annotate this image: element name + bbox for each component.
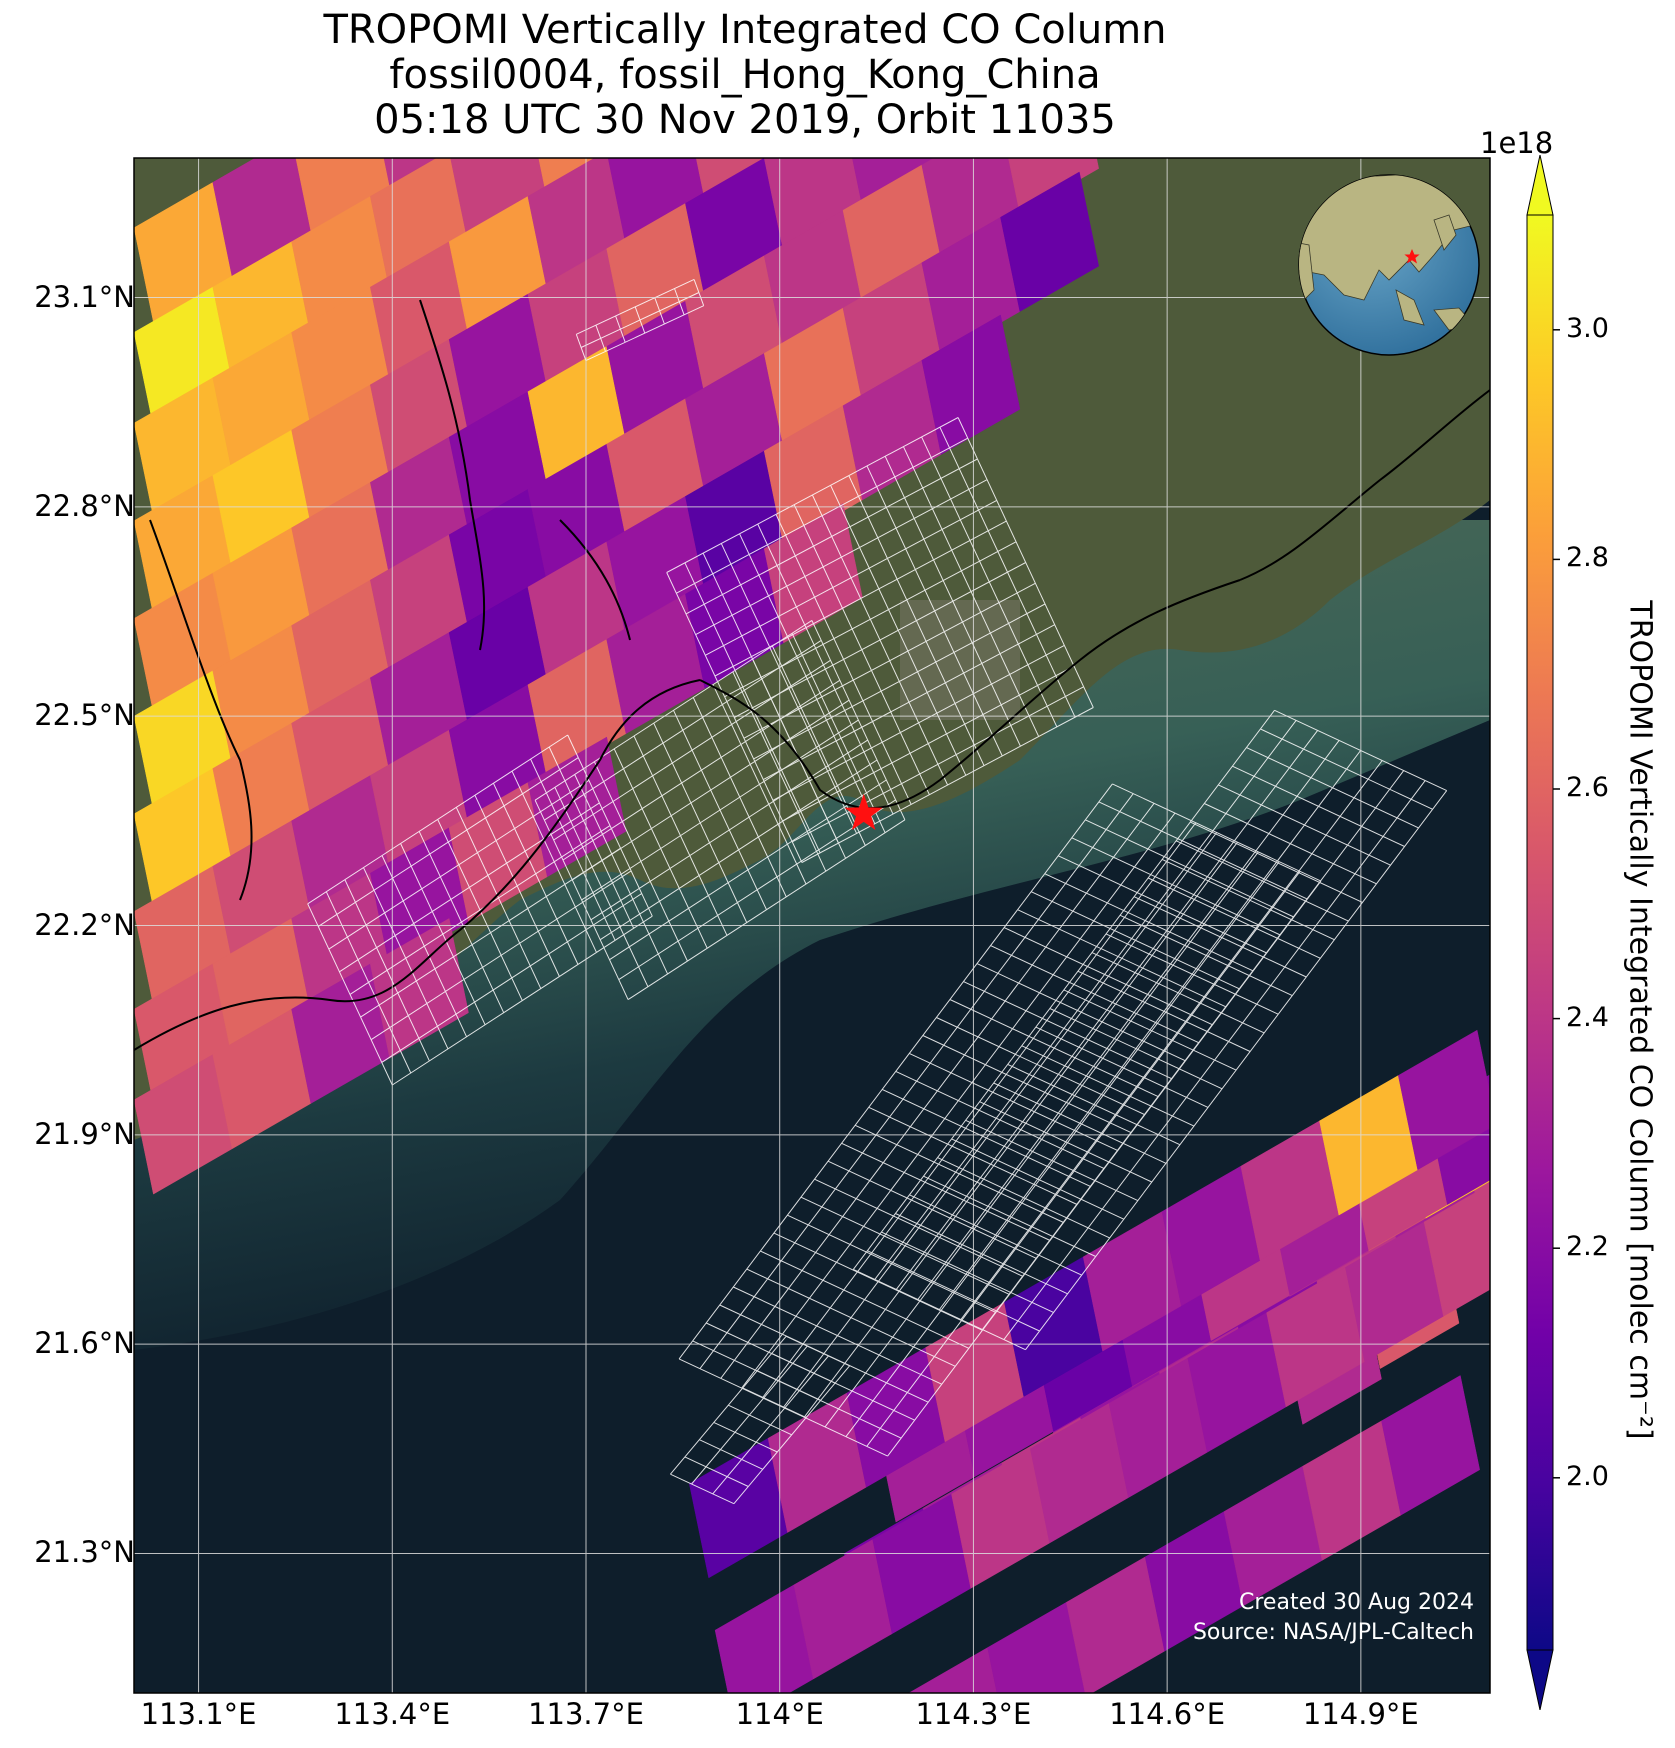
coastline [1239, 389, 1490, 581]
footprint-swath [670, 1335, 850, 1505]
co-pixel [940, 158, 948, 162]
footprint-swath [852, 709, 1448, 1351]
coastline [149, 519, 253, 901]
colorbar-gradient [1526, 214, 1554, 1651]
latitude-tick-label: 21.6°N [34, 1326, 135, 1361]
co-pixel [921, 314, 1021, 455]
co-pixel [685, 0, 783, 5]
co-pixel [1000, 171, 1099, 312]
latitude-tick-label: 21.3°N [34, 1535, 135, 1570]
co-pixel [1381, 1375, 1480, 1516]
co-pixel [843, 0, 941, 109]
footprint-swath [307, 734, 653, 1086]
longitude-tick-label: 114°E [735, 1697, 824, 1731]
colorbar-label: TROPOMI Vertically Integrated CO Column … [1622, 600, 1658, 1440]
colorbar-min-extend [1526, 1649, 1554, 1710]
co-pixel [764, 15, 862, 155]
colorbar [1526, 155, 1560, 1710]
colorbar-max-extend [1526, 155, 1554, 216]
longitude-tick-label: 114.6°E [1109, 1697, 1226, 1731]
longitude-tick-label: 114.3°E [915, 1697, 1032, 1731]
longitude-tick-label: 114.9°E [1302, 1697, 1419, 1731]
latitude-tick-label: 22.8°N [34, 488, 135, 523]
chart-title-line1: TROPOMI Vertically Integrated CO Column [323, 7, 1167, 53]
graticule [134, 158, 1490, 1693]
latitude-tick-label: 21.9°N [34, 1116, 135, 1151]
colorbar-tick-label: 2.4 [1566, 1001, 1609, 1033]
colorbar-tick-label: 2.8 [1566, 542, 1609, 574]
colorbar-tick-label: 2.0 [1566, 1460, 1609, 1492]
globe-inset [1298, 174, 1480, 356]
colorbar-tick-label: 3.0 [1566, 312, 1609, 344]
target-star[interactable] [844, 793, 883, 830]
co-pixel [922, 0, 1020, 64]
created-date-text: Created 30 Aug 2024 [1239, 1590, 1474, 1615]
co-pixel [1423, 1183, 1490, 1317]
coastline [419, 299, 486, 651]
colorbar-tick-label: 2.6 [1566, 772, 1609, 803]
co-pixel [764, 0, 862, 64]
chart-title-line3: 05:18 UTC 30 Nov 2019, Orbit 11035 [374, 97, 1116, 143]
globe-target-star [1404, 249, 1420, 264]
colorbar-exponent: 1e18 [1480, 126, 1554, 160]
co-pixel [908, 1647, 998, 1693]
map-frame [133, 157, 1491, 1694]
latitude-tick-label: 23.1°N [34, 279, 135, 314]
co-pixel [843, 0, 941, 19]
longitude-tick-label: 113.1°E [140, 1697, 257, 1731]
coastline [134, 679, 701, 1051]
co-pixel [987, 1601, 1086, 1693]
co-pixel [449, 1, 547, 141]
footprint-swath [666, 417, 1094, 863]
colorbar-tick-label: 2.2 [1566, 1231, 1609, 1263]
footprint-swath [575, 278, 705, 362]
latitude-tick-label: 22.2°N [34, 907, 135, 942]
coastline [559, 519, 631, 641]
latitude-tick-label: 22.5°N [34, 698, 135, 733]
chart-title-line2: fossil0004, fossil_Hong_Kong_China [389, 52, 1101, 98]
co-pixel [685, 0, 783, 109]
longitude-tick-label: 113.7°E [528, 1697, 644, 1731]
co-pixel [607, 15, 705, 155]
target-mode-footprints [307, 278, 1448, 1505]
source-text: Source: NASA/JPL-Caltech [1192, 1620, 1474, 1645]
longitude-tick-label: 113.4°E [334, 1697, 451, 1731]
co-pixel [528, 0, 626, 95]
urban-area [900, 600, 1020, 720]
